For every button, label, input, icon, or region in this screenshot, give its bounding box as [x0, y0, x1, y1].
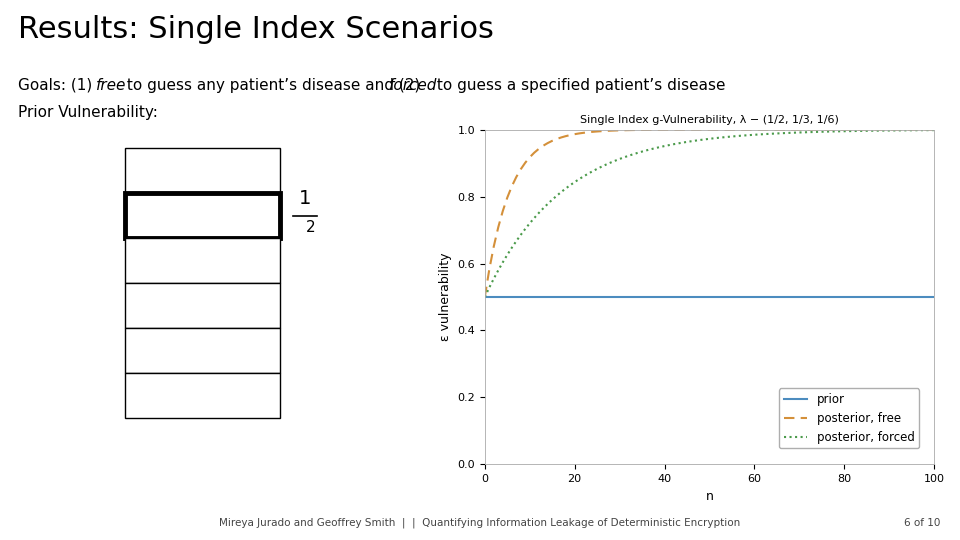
- posterior, forced: [794, 129, 805, 136]
- X-axis label: n: n: [706, 490, 713, 503]
- prior: [685, 294, 697, 300]
- Y-axis label: ε vulnerability: ε vulnerability: [439, 253, 452, 341]
- posterior, forced: [749, 132, 760, 138]
- posterior, free: [794, 126, 805, 133]
- prior: [749, 294, 760, 300]
- Text: ?: ?: [198, 206, 207, 225]
- Text: free: free: [96, 78, 127, 93]
- Text: Goals: (1): Goals: (1): [18, 78, 97, 93]
- prior: [928, 294, 940, 300]
- posterior, forced: [591, 166, 603, 172]
- Text: ?: ?: [198, 387, 207, 404]
- Text: Results: Single Index Scenarios: Results: Single Index Scenarios: [18, 15, 493, 44]
- Text: to guess a specified patient’s disease: to guess a specified patient’s disease: [432, 78, 726, 93]
- Line: posterior, free: posterior, free: [485, 130, 934, 297]
- posterior, free: [591, 128, 603, 134]
- Line: posterior, forced: posterior, forced: [485, 130, 934, 297]
- posterior, forced: [816, 129, 828, 135]
- Text: 1: 1: [299, 188, 311, 207]
- prior: [816, 294, 828, 300]
- posterior, free: [685, 126, 697, 133]
- Text: ?: ?: [198, 296, 207, 314]
- Legend: prior, posterior, free, posterior, forced: prior, posterior, free, posterior, force…: [779, 388, 919, 448]
- Text: ?: ?: [198, 161, 207, 179]
- Text: forced: forced: [389, 78, 438, 93]
- posterior, forced: [511, 238, 522, 245]
- prior: [794, 294, 805, 300]
- posterior, free: [511, 174, 522, 180]
- prior: [591, 294, 603, 300]
- Text: 2: 2: [306, 219, 316, 234]
- prior: [479, 294, 491, 300]
- Title: Single Index g-Vulnerability, λ − (1/2, 1/3, 1/6): Single Index g-Vulnerability, λ − (1/2, …: [580, 114, 839, 125]
- Text: to guess any patient’s disease and (2): to guess any patient’s disease and (2): [122, 78, 425, 93]
- posterior, free: [816, 126, 828, 133]
- Text: ?: ?: [198, 252, 207, 269]
- posterior, forced: [479, 294, 491, 300]
- posterior, free: [479, 294, 491, 300]
- Text: 6 of 10: 6 of 10: [903, 518, 940, 528]
- posterior, free: [749, 126, 760, 133]
- posterior, forced: [685, 138, 697, 145]
- posterior, forced: [928, 127, 940, 133]
- prior: [511, 294, 522, 300]
- Text: ?: ?: [198, 341, 207, 360]
- Text: Mireya Jurado and Geoffrey Smith  |  |  Quantifying Information Leakage of Deter: Mireya Jurado and Geoffrey Smith | | Qua…: [220, 517, 740, 528]
- Text: Prior Vulnerability:: Prior Vulnerability:: [18, 105, 157, 120]
- posterior, free: [928, 126, 940, 133]
